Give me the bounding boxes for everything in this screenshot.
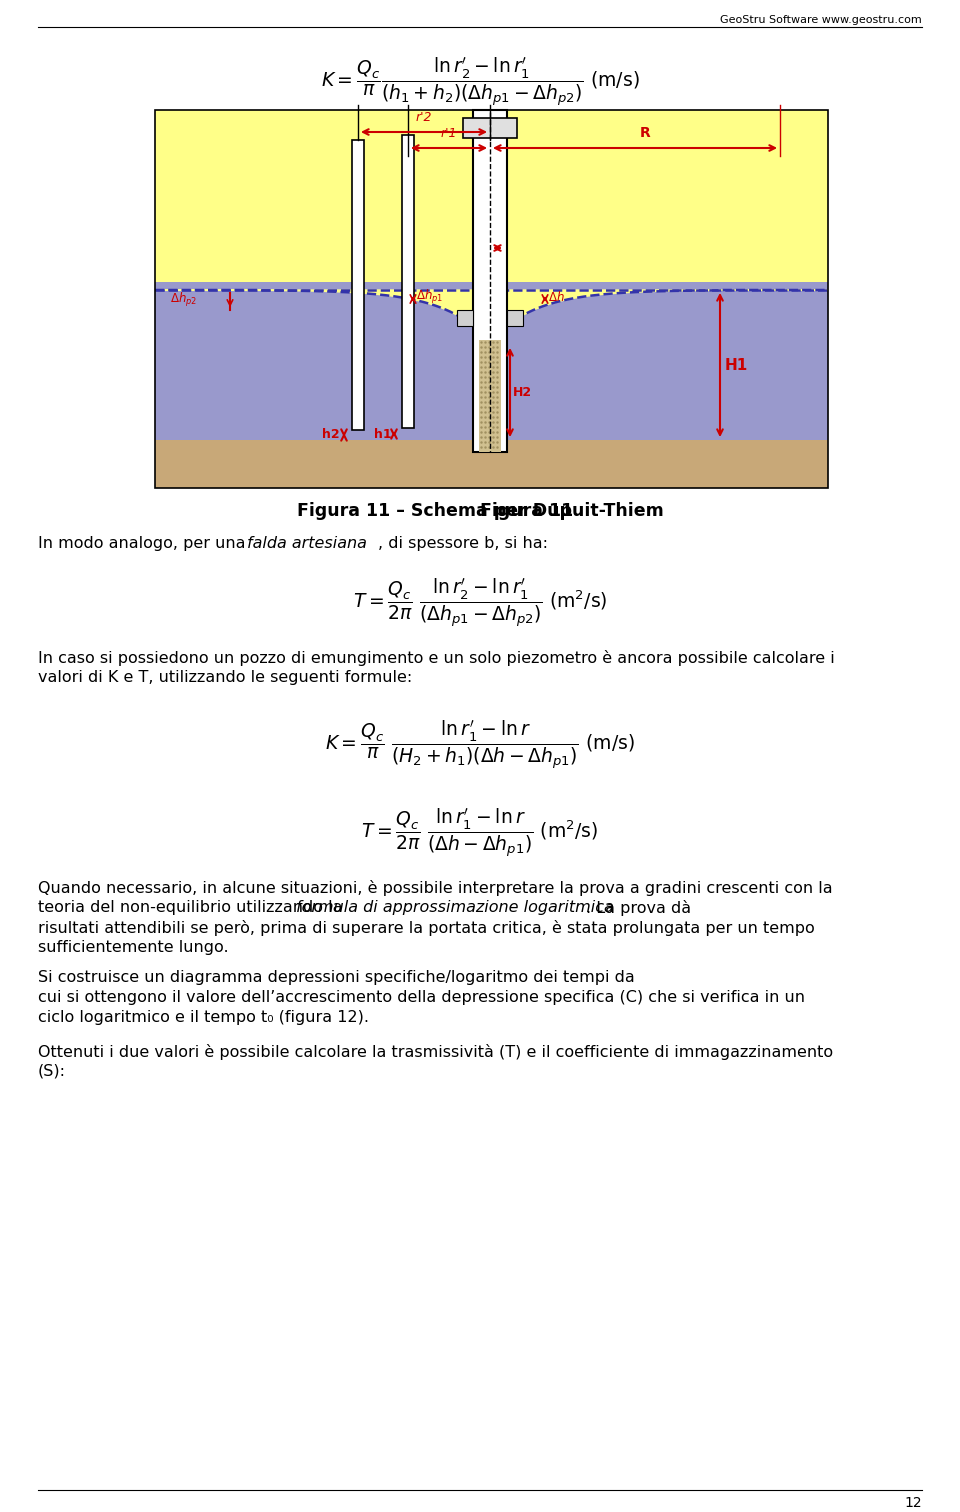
- Bar: [473, 110, 507, 452]
- Bar: [507, 310, 523, 327]
- Text: ciclo logaritmico e il tempo t₀ (figura 12).: ciclo logaritmico e il tempo t₀ (figura …: [38, 1010, 369, 1025]
- Bar: [479, 340, 501, 452]
- Text: $T = \dfrac{Q_c}{2\pi}\ \dfrac{\ln r_1^{\prime} - \ln r}{(\Delta h - \Delta h_{p: $T = \dfrac{Q_c}{2\pi}\ \dfrac{\ln r_1^{…: [361, 806, 599, 859]
- Text: , di spessore b, si ha:: , di spessore b, si ha:: [378, 535, 548, 550]
- Text: $\Delta h$: $\Delta h$: [548, 290, 564, 304]
- Text: $\Delta h_{p2}$: $\Delta h_{p2}$: [170, 290, 197, 308]
- Text: r: r: [496, 227, 501, 240]
- Bar: [155, 110, 828, 283]
- Text: R: R: [639, 125, 650, 141]
- Text: r'1: r'1: [441, 127, 457, 141]
- Text: $\Delta h_{p1}$: $\Delta h_{p1}$: [416, 287, 444, 305]
- Text: cui si ottengono il valore dell’accrescimento della depressione specifica (C) ch: cui si ottengono il valore dell’accresci…: [38, 990, 805, 1005]
- Bar: [155, 110, 828, 488]
- Text: In modo analogo, per una: In modo analogo, per una: [38, 535, 251, 550]
- Text: $K = \dfrac{Q_c}{\pi} \dfrac{\ln r_2^{\prime} - \ln r_1^{\prime}}{(h_1 + h_2)(\D: $K = \dfrac{Q_c}{\pi} \dfrac{\ln r_2^{\p…: [321, 54, 639, 107]
- Bar: [402, 135, 414, 428]
- Text: 12: 12: [904, 1495, 922, 1510]
- Text: sufficientemente lungo.: sufficientemente lungo.: [38, 940, 228, 956]
- Text: formula di approssimazione logaritmica: formula di approssimazione logaritmica: [296, 900, 613, 915]
- Text: valori di K e T, utilizzando le seguenti formule:: valori di K e T, utilizzando le seguenti…: [38, 670, 412, 685]
- Bar: [155, 440, 828, 488]
- Text: H1: H1: [725, 357, 748, 372]
- Text: Ottenuti i due valori è possibile calcolare la trasmissività (T) e il coefficien: Ottenuti i due valori è possibile calcol…: [38, 1043, 833, 1060]
- Text: Figura 11: Figura 11: [480, 502, 573, 520]
- Text: teoria del non-equilibrio utilizzando la: teoria del non-equilibrio utilizzando la: [38, 900, 348, 915]
- Text: . La prova dà: . La prova dà: [586, 900, 691, 916]
- Polygon shape: [155, 290, 828, 342]
- Text: (S):: (S):: [38, 1064, 66, 1080]
- Text: h1: h1: [374, 428, 392, 440]
- Text: H2: H2: [513, 386, 532, 399]
- Text: risultati attendibili se però, prima di superare la portata critica, è stata pro: risultati attendibili se però, prima di …: [38, 919, 815, 936]
- Text: falda artesiana: falda artesiana: [247, 535, 367, 550]
- Bar: [352, 141, 364, 429]
- Text: $K = \dfrac{Q_c}{\pi}\ \dfrac{\ln r_1^{\prime} - \ln r}{(H_2 + h_1)(\Delta h - \: $K = \dfrac{Q_c}{\pi}\ \dfrac{\ln r_1^{\…: [325, 718, 635, 771]
- Text: Figura 11 – Schema per Dupuit-Thiem: Figura 11 – Schema per Dupuit-Thiem: [297, 502, 663, 520]
- Text: $T = \dfrac{Q_c}{2\pi}\ \dfrac{\ln r_2^{\prime} - \ln r_1^{\prime}}{(\Delta h_{p: $T = \dfrac{Q_c}{2\pi}\ \dfrac{\ln r_2^{…: [352, 576, 608, 629]
- Text: Quando necessario, in alcune situazioni, è possibile interpretare la prova a gra: Quando necessario, in alcune situazioni,…: [38, 880, 832, 897]
- Bar: [155, 283, 828, 440]
- Bar: [457, 310, 473, 327]
- Text: r'2: r'2: [416, 110, 432, 124]
- Text: GeoStru Software www.geostru.com: GeoStru Software www.geostru.com: [720, 15, 922, 26]
- Text: Si costruisce un diagramma depressioni specifiche/logaritmo dei tempi da: Si costruisce un diagramma depressioni s…: [38, 971, 635, 984]
- Text: h2: h2: [323, 428, 340, 442]
- Text: In caso si possiedono un pozzo di emungimento e un solo piezometro è ancora poss: In caso si possiedono un pozzo di emungi…: [38, 650, 835, 665]
- Bar: [463, 118, 517, 138]
